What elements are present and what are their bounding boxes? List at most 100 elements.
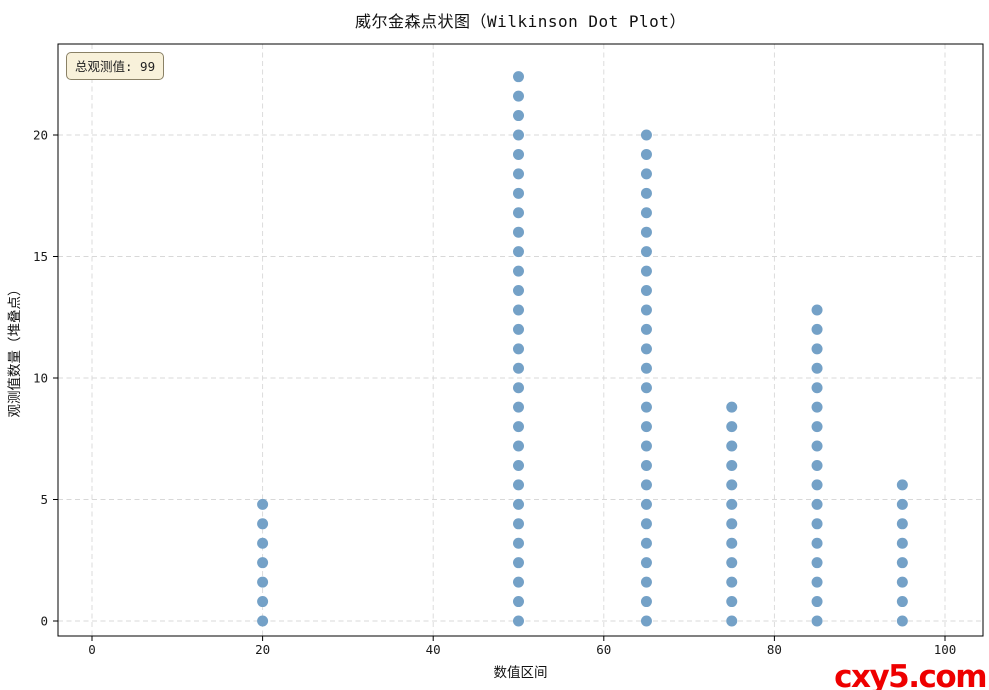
dot bbox=[640, 265, 652, 277]
dot bbox=[896, 596, 908, 608]
dot bbox=[513, 401, 524, 413]
dot bbox=[896, 576, 908, 588]
dot bbox=[513, 421, 524, 433]
dot bbox=[896, 537, 908, 549]
dot bbox=[640, 304, 652, 316]
dot bbox=[513, 459, 524, 471]
y-tick-label: 15 bbox=[33, 249, 48, 264]
dot bbox=[640, 440, 652, 452]
dot bbox=[513, 304, 524, 316]
dot bbox=[513, 440, 524, 452]
x-tick-label: 0 bbox=[88, 642, 96, 657]
dot bbox=[811, 343, 823, 355]
dot bbox=[640, 459, 652, 471]
dot bbox=[726, 440, 738, 452]
dot bbox=[640, 343, 652, 355]
dot bbox=[513, 90, 524, 102]
dot bbox=[811, 304, 823, 316]
dot bbox=[513, 537, 524, 549]
dot bbox=[640, 479, 652, 491]
dot bbox=[640, 615, 652, 627]
dot bbox=[513, 576, 524, 588]
dot bbox=[726, 615, 738, 627]
dot bbox=[257, 576, 269, 588]
dot bbox=[513, 265, 524, 277]
dot bbox=[640, 168, 652, 180]
dot bbox=[640, 401, 652, 413]
dot bbox=[811, 362, 823, 374]
dot bbox=[640, 537, 652, 549]
x-axis-label: 数值区间 bbox=[493, 665, 548, 681]
dot bbox=[513, 615, 524, 627]
dot bbox=[513, 479, 524, 491]
dot bbox=[640, 148, 652, 160]
x-tick-label: 20 bbox=[255, 642, 270, 657]
dot bbox=[513, 187, 524, 199]
dot bbox=[640, 323, 652, 335]
y-tick-label: 10 bbox=[33, 371, 48, 386]
dot bbox=[896, 615, 908, 627]
x-tick-label: 80 bbox=[767, 642, 782, 657]
dot bbox=[811, 421, 823, 433]
dot bbox=[513, 207, 524, 219]
dot bbox=[640, 362, 652, 374]
dot bbox=[640, 207, 652, 219]
dot bbox=[640, 576, 652, 588]
dot bbox=[640, 226, 652, 238]
dot bbox=[640, 246, 652, 258]
dot bbox=[726, 596, 738, 608]
dot bbox=[811, 401, 823, 413]
dot bbox=[896, 557, 908, 569]
dot bbox=[811, 537, 823, 549]
dot bbox=[640, 382, 652, 394]
dot bbox=[640, 285, 652, 297]
dot bbox=[513, 110, 524, 122]
dot bbox=[811, 557, 823, 569]
dot bbox=[640, 518, 652, 530]
dot bbox=[640, 129, 652, 141]
dot bbox=[726, 421, 738, 433]
dot bbox=[811, 382, 823, 394]
dot bbox=[640, 187, 652, 199]
dot bbox=[811, 479, 823, 491]
dot bbox=[513, 285, 524, 297]
dot bbox=[726, 401, 738, 413]
x-tick-label: 60 bbox=[596, 642, 611, 657]
dot bbox=[726, 557, 738, 569]
dot bbox=[640, 498, 652, 510]
dot bbox=[513, 596, 524, 608]
dot bbox=[896, 498, 908, 510]
dot bbox=[811, 518, 823, 530]
dot bbox=[811, 440, 823, 452]
dot bbox=[513, 382, 524, 394]
dot bbox=[513, 129, 524, 141]
dot bbox=[640, 557, 652, 569]
dot bbox=[257, 537, 269, 549]
dot bbox=[896, 479, 908, 491]
total-observations-badge: 总观测值: 99 bbox=[66, 52, 165, 80]
dot bbox=[257, 557, 269, 569]
dot bbox=[257, 518, 269, 530]
dot bbox=[726, 459, 738, 471]
dot bbox=[726, 576, 738, 588]
dot bbox=[513, 343, 524, 355]
x-tick-label: 100 bbox=[934, 642, 957, 657]
dot bbox=[811, 576, 823, 588]
dot bbox=[513, 518, 524, 530]
dot bbox=[257, 615, 269, 627]
dot bbox=[726, 518, 738, 530]
dot bbox=[513, 362, 524, 374]
x-tick-label: 40 bbox=[426, 642, 441, 657]
y-axis-label: 观测值数量（堆叠点） bbox=[7, 282, 23, 418]
dot bbox=[513, 148, 524, 160]
dot bbox=[811, 459, 823, 471]
dot bbox=[640, 421, 652, 433]
watermark-logo: cxy5.com bbox=[834, 659, 987, 690]
dot bbox=[513, 168, 524, 180]
dot bbox=[257, 596, 269, 608]
y-tick-label: 20 bbox=[33, 128, 48, 143]
dot bbox=[896, 518, 908, 530]
dot bbox=[513, 557, 524, 569]
dot bbox=[513, 246, 524, 258]
